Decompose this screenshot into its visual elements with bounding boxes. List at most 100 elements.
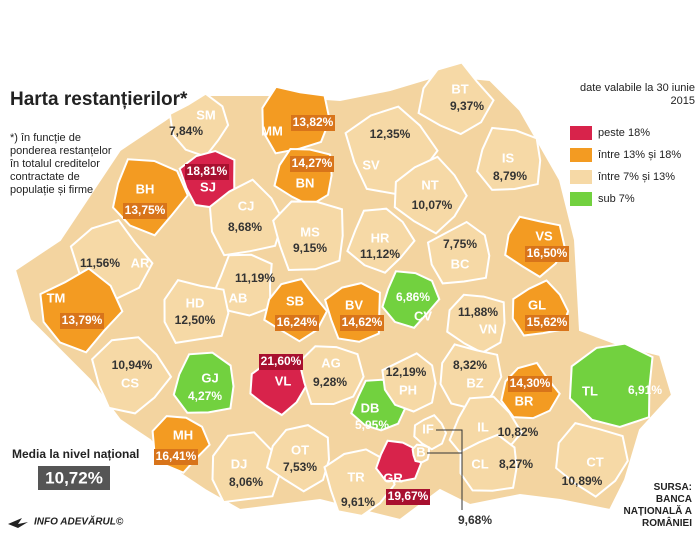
county-value: 21,60%	[261, 354, 302, 368]
county	[417, 61, 495, 136]
note-box: *) în funcție de ponderea restanțelor în…	[10, 132, 112, 196]
county-code: IF	[422, 421, 434, 436]
county-code: HD	[186, 295, 205, 310]
county-code: CV	[414, 308, 432, 323]
county-code: BZ	[466, 375, 483, 390]
county	[426, 220, 491, 285]
value-box	[525, 315, 569, 331]
legend-label: între 7% și 13%	[597, 171, 675, 183]
leader-line	[427, 452, 463, 510]
county-value: 7,75%	[443, 237, 477, 251]
county-code: SB	[286, 293, 304, 308]
legend-label: sub 7%	[598, 193, 635, 205]
value-box	[185, 164, 229, 180]
county	[208, 178, 285, 257]
county	[90, 336, 173, 415]
county-code: CS	[121, 375, 139, 390]
county-code: GJ	[201, 370, 218, 385]
county-code: MH	[173, 427, 193, 442]
logo-bird	[8, 518, 28, 528]
county-value: 8,06%	[229, 475, 263, 489]
county-value: 5,95%	[355, 418, 389, 432]
county-code: AR	[131, 255, 150, 270]
legend: peste 18% între 13% și 18% între 7% și 13%…	[570, 126, 681, 206]
value-box	[60, 313, 104, 329]
county	[298, 345, 365, 406]
county-value: 15,62%	[527, 315, 568, 329]
value-box	[123, 203, 167, 219]
source: SURSA: BANCA NAȚIONALĂ A ROMÂNIEI	[623, 482, 692, 529]
legend-swatch	[570, 148, 592, 162]
county-value: 8,68%	[228, 220, 262, 234]
county-value: 14,62%	[342, 315, 383, 329]
county	[381, 352, 437, 413]
county-code: SJ	[200, 179, 216, 194]
county-code: AB	[229, 290, 248, 305]
county	[346, 207, 416, 274]
county-value: 11,88%	[458, 305, 498, 319]
title: Harta restanțierilor*	[10, 89, 188, 110]
value-box	[259, 354, 303, 370]
county-value: 14,27%	[292, 156, 333, 170]
county-code: MS	[300, 224, 320, 239]
county	[446, 293, 506, 354]
county-code: TL	[582, 383, 598, 398]
county	[172, 351, 235, 414]
county-value: 10,07%	[412, 198, 453, 212]
county	[476, 126, 542, 191]
county-value: 13,82%	[293, 115, 334, 129]
county-value: 7,84%	[169, 124, 203, 138]
average-value: 10,72%	[45, 468, 103, 487]
county-value: 11,12%	[360, 247, 400, 261]
county	[272, 200, 344, 272]
county-code: BH	[136, 181, 155, 196]
county	[568, 342, 654, 429]
county-code: VS	[535, 228, 553, 243]
county-code: IL	[477, 419, 489, 434]
county-value: 18,81%	[187, 164, 228, 178]
county-value: 12,19%	[386, 365, 427, 379]
county-value: 8,79%	[493, 169, 527, 183]
county-code: VN	[479, 321, 497, 336]
county	[168, 92, 230, 158]
value-box	[275, 315, 319, 331]
county-value: 11,19%	[235, 271, 275, 285]
county-value: 9,15%	[293, 241, 327, 255]
county-value: 7,53%	[283, 460, 317, 474]
county	[381, 270, 441, 329]
value-box	[290, 156, 334, 172]
average-label: Media la nivel național	[12, 447, 139, 461]
county-code: CJ	[238, 198, 255, 213]
county-value: 19,67%	[388, 489, 429, 503]
note: *) în funcție de ponderea restanțelor în…	[10, 132, 112, 196]
legend-title: date valabile la 30 iunie 2015	[580, 82, 695, 107]
county-value: 16,24%	[277, 315, 318, 329]
value-box	[154, 449, 198, 465]
county-value: 8,32%	[453, 358, 487, 372]
county-code: TR	[347, 469, 365, 484]
county-code: SM	[196, 107, 216, 122]
legend-swatch	[570, 126, 592, 140]
county-value: 11,56%	[80, 256, 120, 270]
county-value: 13,75%	[125, 203, 166, 217]
average-box	[38, 466, 110, 490]
legend-swatch	[570, 170, 592, 184]
source-box: SURSA: BANCA NAȚIONALĂ A ROMÂNIEI	[623, 482, 692, 529]
legend-swatch	[570, 192, 592, 206]
county-code: IS	[502, 150, 515, 165]
county	[411, 443, 430, 464]
value-box	[386, 489, 430, 505]
county	[211, 253, 273, 317]
legend-label: între 13% și 18%	[597, 149, 681, 161]
county-value: 6,91%	[628, 383, 662, 397]
county-code: GL	[528, 297, 546, 312]
county-code: OT	[291, 442, 309, 457]
county-code: CL	[471, 456, 488, 471]
county-code: PH	[399, 382, 417, 397]
county-value: 10,82%	[498, 425, 539, 439]
county	[39, 267, 124, 354]
value-box	[340, 315, 384, 331]
county-code: MM	[261, 123, 283, 138]
